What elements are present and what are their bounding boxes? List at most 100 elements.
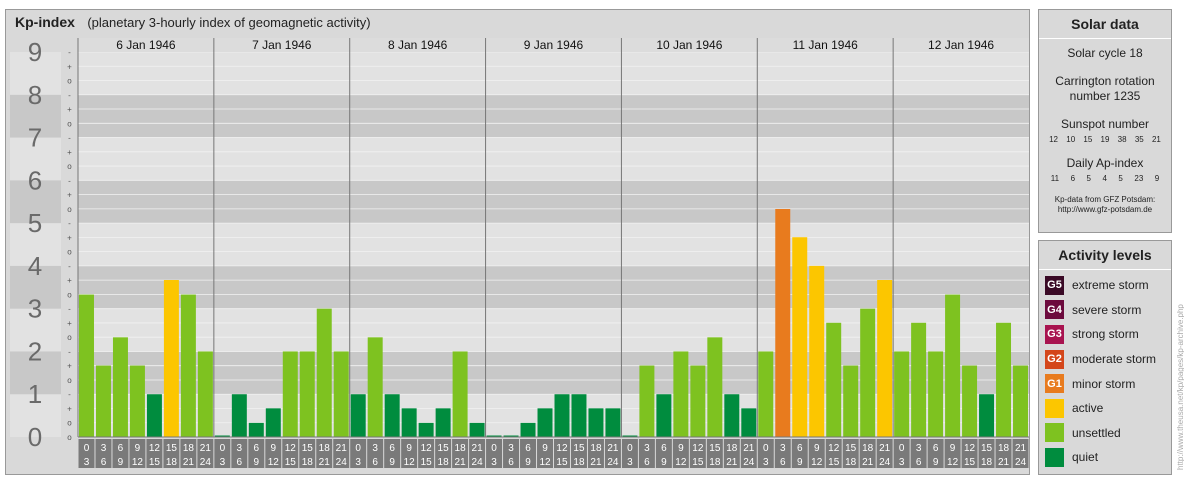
hour-label-end: 21	[862, 457, 874, 468]
kp-bar	[571, 394, 587, 437]
day-label: 6 Jan 1946	[116, 38, 176, 52]
kp-axis-band	[10, 351, 61, 395]
kp-bar	[282, 351, 298, 437]
carrington-line2: number 1235	[1069, 89, 1141, 103]
kp-axis-band	[10, 137, 61, 181]
hour-label-box	[537, 439, 553, 468]
hour-label-box	[248, 439, 265, 468]
hour-label-box	[316, 439, 333, 468]
kp-bar	[316, 308, 332, 437]
kp-bar	[775, 208, 791, 437]
kp-bar	[299, 351, 315, 437]
hour-label-start: 0	[355, 443, 361, 454]
hour-label-start: 12	[964, 443, 976, 454]
hour-label-end: 15	[828, 457, 840, 468]
hour-label-start: 21	[472, 443, 484, 454]
y-subtick-label: o	[67, 119, 72, 128]
hour-label-end: 21	[726, 457, 738, 468]
hour-label-start: 3	[101, 443, 107, 454]
hour-label-end: 21	[455, 457, 467, 468]
hour-label-start: 0	[763, 443, 769, 454]
hour-label-end: 24	[743, 457, 755, 468]
kp-axis-band	[10, 94, 61, 138]
hour-label-start: 18	[590, 443, 602, 454]
hour-label-start: 6	[525, 443, 531, 454]
hour-label-box	[808, 439, 825, 468]
kp-bar	[792, 237, 808, 437]
hour-label-box	[944, 439, 961, 468]
legend-item-extreme-storm: G5 extreme storm	[1039, 273, 1171, 298]
legend-item-strong-storm: G3 strong storm	[1039, 322, 1171, 347]
hour-label-end: 3	[220, 457, 226, 468]
kp-bar	[197, 351, 213, 437]
subtick-column	[61, 38, 78, 437]
hour-label-box	[554, 439, 570, 468]
hour-label-end: 12	[132, 457, 144, 468]
hour-label-end: 24	[472, 457, 484, 468]
ap-value-5: 5	[1118, 174, 1123, 183]
hour-label-start: 18	[862, 443, 874, 454]
kp-bar	[911, 322, 927, 437]
ap-value-7: 9	[1154, 174, 1160, 183]
hour-label-start: 3	[644, 443, 650, 454]
hour-label-box	[163, 439, 180, 468]
y-tick-label: 4	[28, 251, 42, 281]
hour-label-end: 3	[627, 457, 633, 468]
day-label: 8 Jan 1946	[388, 38, 448, 52]
legend-label: quiet	[1072, 450, 1099, 465]
ap-values: 11 6 5 4 5 23 9	[1039, 174, 1171, 183]
hour-label-box	[757, 439, 774, 468]
hour-label-start: 9	[678, 443, 684, 454]
y-subtick-label: o	[67, 333, 72, 342]
hour-label-end: 12	[675, 457, 687, 468]
hour-label-box	[469, 439, 486, 468]
kp-bar	[809, 265, 825, 437]
y-subtick-label: +	[67, 319, 72, 328]
legend-item-severe-storm: G4 severe storm	[1039, 298, 1171, 323]
hour-label-start: 3	[508, 443, 514, 454]
y-subtick-label: +	[67, 148, 72, 157]
hour-label-box	[231, 439, 248, 468]
hour-label-start: 21	[336, 443, 348, 454]
hour-label-start: 3	[916, 443, 922, 454]
kp-bar	[537, 408, 553, 437]
y-subtick-label: -	[68, 262, 71, 271]
hour-label-start: 3	[372, 443, 378, 454]
kp-bar	[146, 394, 162, 437]
kp-bar-chart: 0123456789o+-o+-o+-o+-o+-o+-o+-o+-o+-o6 …	[10, 37, 1029, 468]
hour-label-box	[418, 439, 435, 468]
ap-value-2: 6	[1070, 174, 1076, 183]
band-5	[78, 180, 1029, 224]
hour-label-end: 18	[166, 457, 178, 468]
hour-label-end: 21	[319, 457, 331, 468]
day-label: 11 Jan 1946	[793, 38, 858, 52]
solar-data-panel: Solar data Solar cycle 18 Carrington rot…	[1038, 9, 1172, 233]
y-tick-label: 6	[28, 165, 42, 195]
y-subtick-label: o	[67, 162, 72, 171]
y-tick-label: 7	[28, 123, 42, 153]
hour-label-start: 0	[220, 443, 226, 454]
hour-label-box	[825, 439, 842, 468]
hour-label-box	[384, 439, 401, 468]
y-subtick-label: -	[68, 347, 71, 356]
kp-bar	[962, 365, 978, 437]
kp-axis-band	[10, 180, 61, 224]
legend-swatch	[1045, 398, 1064, 418]
kp-axis-band	[10, 265, 61, 309]
hour-label-start: 18	[726, 443, 738, 454]
kp-bar	[520, 422, 536, 437]
kp-bar	[996, 322, 1012, 437]
legend-label: strong storm	[1072, 327, 1139, 342]
hour-label-start: 12	[556, 443, 568, 454]
hour-label-end: 6	[644, 457, 650, 468]
hour-label-end: 12	[404, 457, 416, 468]
hour-label-start: 9	[406, 443, 412, 454]
hour-label-start: 18	[455, 443, 467, 454]
ap-value-1: 11	[1050, 174, 1060, 183]
kp-bar	[418, 422, 434, 437]
hour-label-start: 0	[899, 443, 905, 454]
y-tick-label: 2	[28, 336, 42, 366]
kp-bar	[469, 422, 485, 437]
hour-label-end: 3	[763, 457, 769, 468]
hour-label-box	[486, 439, 503, 468]
